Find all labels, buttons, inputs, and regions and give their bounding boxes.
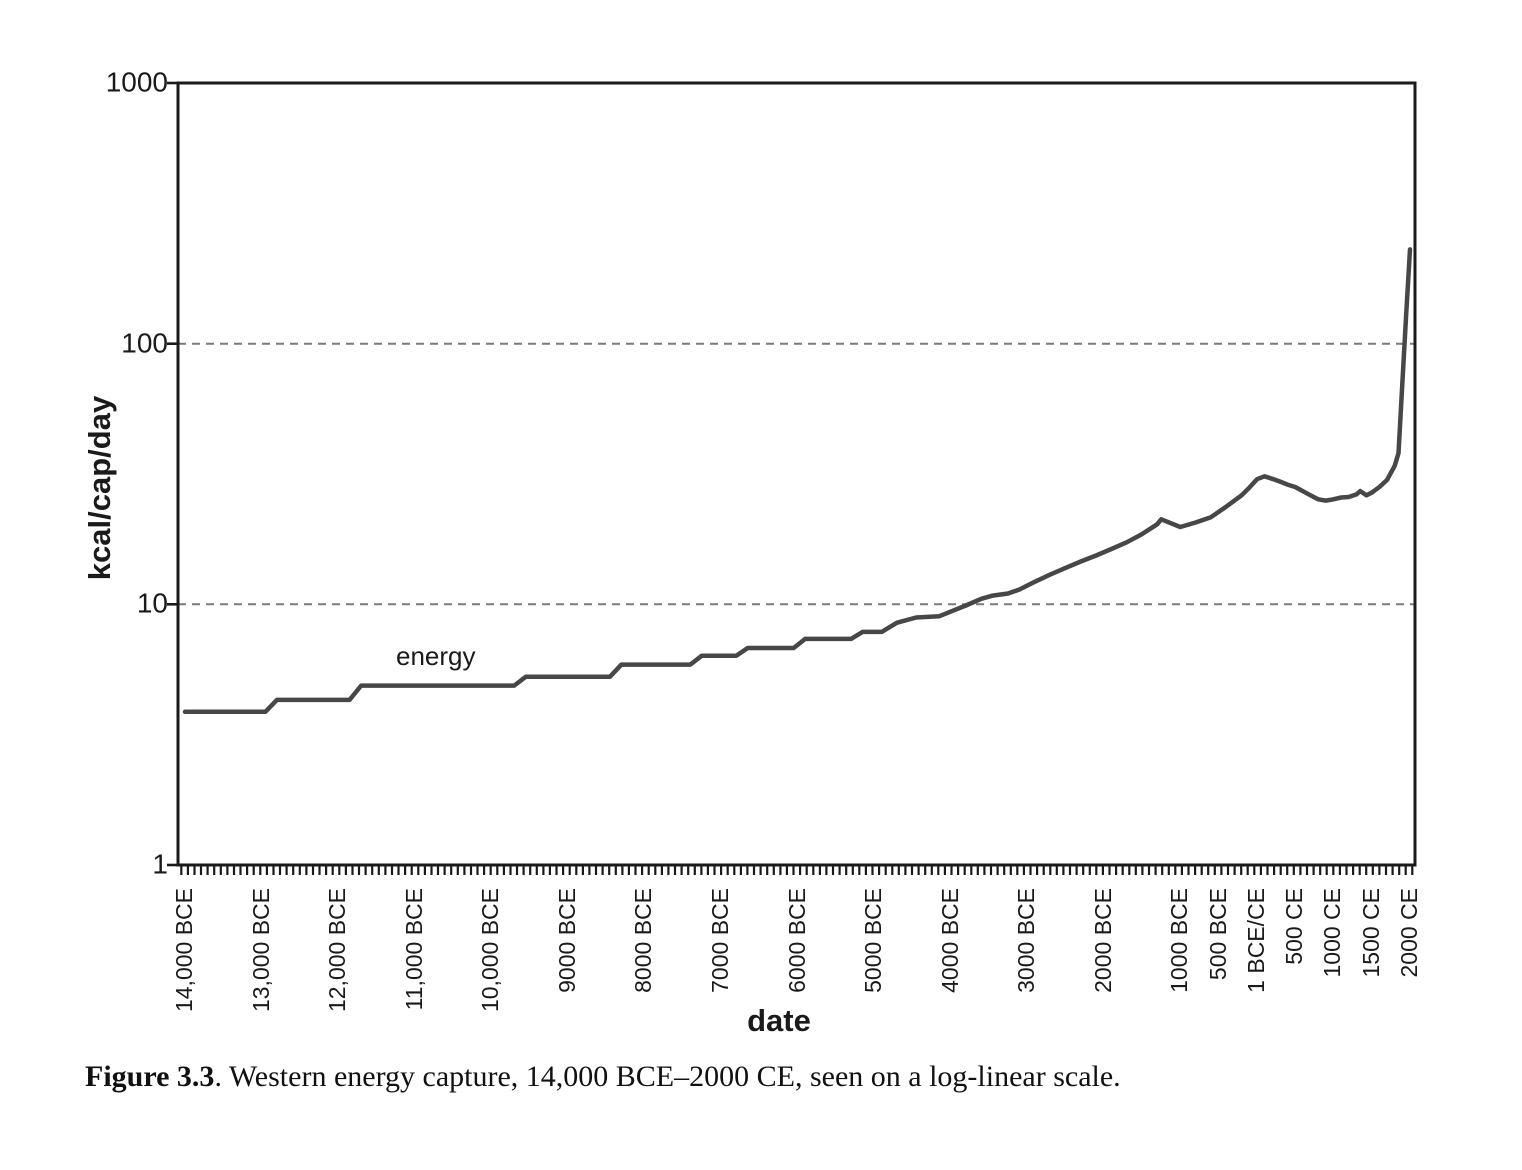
y-axis-title: kcal/cap/day: [82, 395, 117, 581]
x-tick-label: 14,000 BCE: [171, 888, 197, 1013]
figure-caption: Figure 3.3. Western energy capture, 14,0…: [85, 1060, 1445, 1094]
x-tick-label: 2000 BCE: [1089, 888, 1116, 993]
x-tick-label: 1000 CE: [1319, 888, 1346, 978]
y-tick-label: 100: [121, 327, 168, 359]
x-tick-label: 1 BCE/CE: [1242, 888, 1269, 993]
x-tick-label: 500 BCE: [1204, 888, 1231, 981]
caption-number: Figure 3.3: [85, 1060, 215, 1093]
x-tick-label: 1000 BCE: [1166, 888, 1193, 993]
x-axis-title: date: [747, 1003, 811, 1038]
x-tick-label: 500 CE: [1281, 888, 1308, 965]
x-tick-label: 13,000 BCE: [247, 888, 274, 1013]
x-tick-label: 9000 BCE: [553, 888, 580, 993]
x-tick-label: 10,000 BCE: [477, 888, 504, 1013]
x-tick-label: 1500 CE: [1357, 888, 1384, 978]
x-tick-label: 3000 BCE: [1013, 888, 1040, 993]
x-tick-label: 12,000 BCE: [324, 888, 351, 1013]
x-tick-label: 7000 BCE: [706, 888, 733, 993]
series-label-energy: energy: [396, 641, 476, 671]
caption-text: . Western energy capture, 14,000 BCE–200…: [214, 1060, 1121, 1093]
x-tick-label: 6000 BCE: [783, 888, 810, 993]
y-tick-label: 1000: [105, 66, 168, 98]
x-tick-label: 2000 CE: [1396, 888, 1422, 978]
x-tick-label: 4000 BCE: [936, 888, 963, 993]
y-tick-label: 1: [152, 848, 168, 880]
x-tick-label: 11,000 BCE: [400, 888, 427, 1011]
x-tick-label: 5000 BCE: [860, 888, 887, 993]
x-tick-label: 8000 BCE: [630, 888, 657, 993]
y-tick-label: 10: [136, 587, 168, 619]
